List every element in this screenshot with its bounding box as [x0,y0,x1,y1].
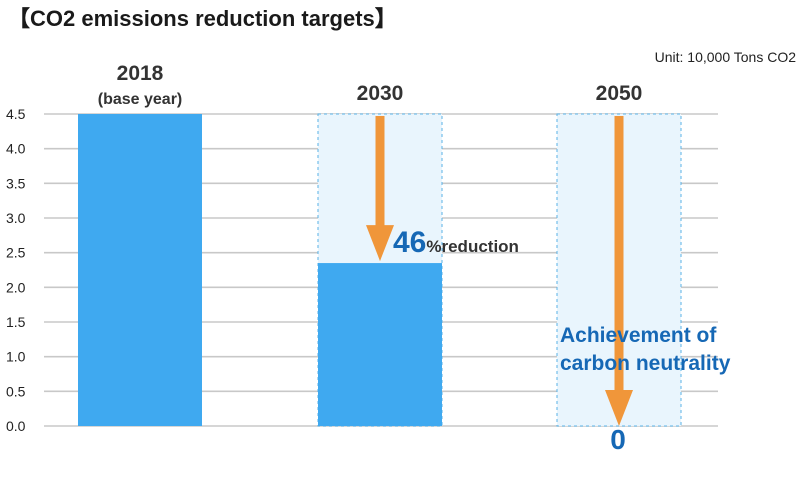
y-tick-label: 1.5 [6,314,26,330]
category-label: 2050 [596,82,643,105]
y-tick-label: 2.5 [6,245,26,261]
arrow-head [605,390,633,426]
category-labels: 2018 (base year) 2030 2050 [98,62,643,108]
y-tick-label: 0.5 [6,383,26,399]
reduction-arrows [366,116,633,426]
reduction-number: 46 [393,226,426,259]
chart-title: 【CO2 emissions reduction targets】 [8,6,397,31]
neutrality-line-2: carbon neutrality [560,352,731,375]
reduction-annotation: 46%reduction [393,226,519,259]
bars [78,114,442,426]
category-sublabel: (base year) [98,91,183,108]
category-label: 2018 [117,62,164,85]
y-tick-label: 2.0 [6,279,26,295]
neutrality-line-1: Achievement of [560,324,717,347]
y-tick-label: 4.0 [6,141,26,157]
y-tick-label: 1.0 [6,349,26,365]
y-axis-ticks: 4.5 4.0 3.5 3.0 2.5 2.0 1.5 1.0 0.5 0.0 [6,106,26,434]
bar-2018 [78,114,202,426]
reduction-text: %reduction [426,237,519,256]
y-tick-label: 0.0 [6,418,26,434]
zero-label: 0 [610,424,626,455]
arrow-head [366,225,394,262]
y-tick-label: 4.5 [6,106,26,122]
y-tick-label: 3.5 [6,175,26,191]
category-label: 2030 [357,82,404,105]
unit-label: Unit: 10,000 Tons CO2 [655,49,797,65]
bar-2030 [318,263,442,426]
y-tick-label: 3.0 [6,210,26,226]
